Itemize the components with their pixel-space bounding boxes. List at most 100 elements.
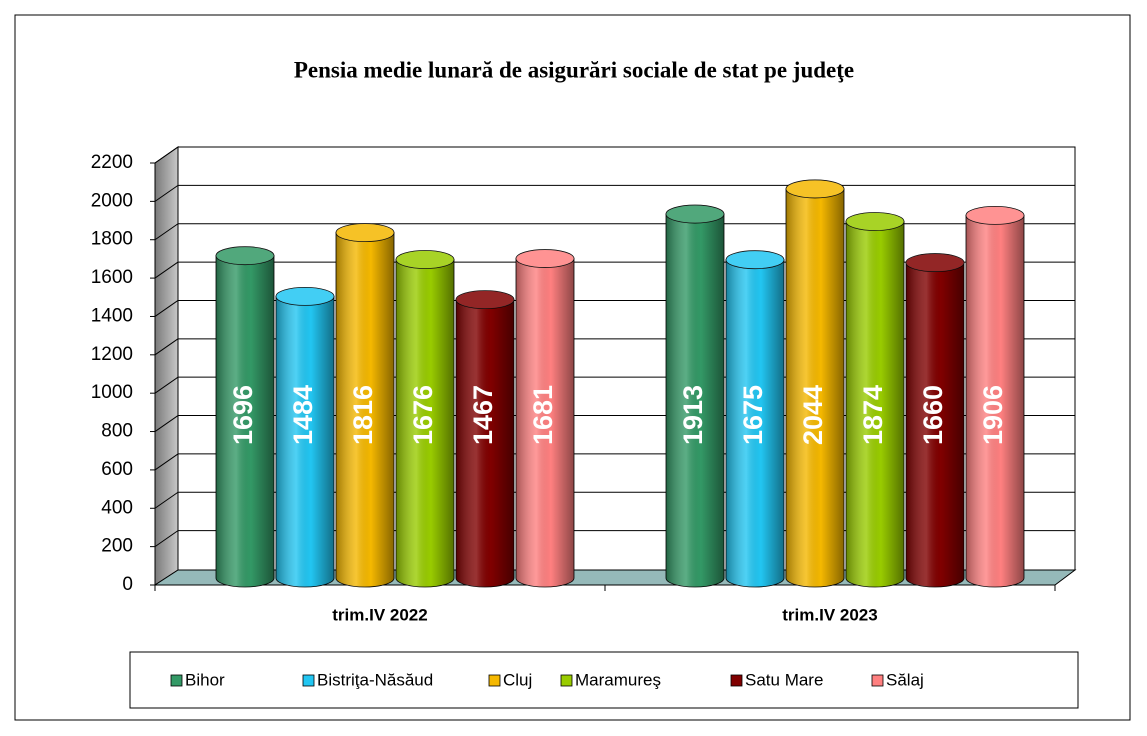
data-label: 1906	[978, 385, 1008, 445]
bar	[725, 250, 785, 588]
data-label: 1676	[408, 385, 438, 445]
data-label: 1874	[858, 385, 888, 445]
bar-shade	[786, 188, 844, 587]
bar-top	[335, 223, 395, 243]
bar-shade	[516, 258, 574, 587]
data-label: 1913	[678, 385, 708, 445]
legend-label: Bihor	[185, 670, 225, 689]
x-tick-label: trim.IV 2023	[782, 605, 877, 624]
bar-top-shade	[846, 212, 904, 231]
y-tick-label: 2200	[91, 152, 133, 173]
y-tick-label: 800	[101, 421, 133, 442]
bar-top	[845, 212, 905, 231]
bar-top	[905, 253, 965, 272]
bar	[275, 286, 335, 588]
y-tick-label: 1000	[91, 382, 133, 403]
data-label: 1681	[528, 385, 558, 445]
bar-top-shade	[336, 223, 394, 242]
bar-top	[215, 246, 275, 266]
bar-top	[965, 205, 1025, 225]
bar-top-shade	[456, 290, 514, 309]
legend	[129, 651, 1079, 709]
data-label: 1675	[738, 385, 768, 445]
bar-shade	[396, 259, 454, 587]
bar-shade	[216, 255, 274, 587]
bar-shade	[276, 296, 334, 587]
bar-shade	[666, 214, 724, 587]
bar-top	[455, 290, 515, 310]
grid-line-side	[154, 261, 179, 279]
x-tick-label: trim.IV 2022	[332, 605, 427, 624]
bar-top-shade	[396, 250, 454, 269]
bar	[845, 212, 905, 588]
bar-shade	[846, 221, 904, 588]
bar-top-shade	[786, 179, 844, 198]
legend-label: Bistriţa-Năsăud	[317, 670, 433, 689]
grid-line-side	[154, 530, 179, 548]
bar-shade	[456, 299, 514, 587]
legend-swatch	[871, 674, 884, 687]
bar-top	[725, 250, 785, 270]
bar	[215, 246, 275, 588]
bar-top	[665, 204, 725, 224]
grid-line-side	[154, 415, 179, 432]
y-tick-label: 1600	[91, 267, 133, 288]
bar-top-shade	[516, 249, 574, 268]
y-tick-label: 400	[101, 497, 133, 518]
y-tick-label: 2000	[91, 190, 133, 211]
grid-line-side	[154, 338, 179, 356]
bar-top-shade	[666, 205, 724, 224]
legend-swatch	[170, 674, 183, 687]
legend-swatch	[730, 674, 743, 687]
y-tick-label: 1400	[91, 305, 133, 326]
bar-shade	[906, 262, 964, 587]
legend-swatch	[560, 674, 573, 687]
bar-top-shade	[906, 253, 964, 272]
grid-line-side	[154, 146, 179, 164]
legend-label: Sălaj	[886, 670, 924, 689]
legend-label: Satu Mare	[745, 670, 823, 689]
grid-line-side	[154, 223, 179, 241]
y-tick-label: 0	[122, 574, 133, 595]
bar	[335, 223, 395, 588]
data-label: 1484	[288, 385, 318, 445]
bar	[785, 179, 845, 588]
y-tick-label: 200	[101, 536, 133, 557]
bar-top-shade	[726, 250, 784, 269]
grid-line-side	[154, 376, 179, 394]
bar	[665, 204, 725, 588]
grid-line-side	[154, 491, 179, 509]
bar-shade	[726, 259, 784, 587]
data-label: 1816	[348, 385, 378, 445]
bar	[515, 249, 575, 588]
bar	[395, 250, 455, 588]
bar-shade	[336, 232, 394, 587]
data-label: 2044	[798, 385, 828, 445]
bar-top-shade	[276, 287, 334, 306]
y-tick-label: 600	[101, 459, 133, 480]
grid-line-side	[154, 300, 179, 317]
bar	[455, 290, 515, 588]
bar-top	[785, 179, 845, 199]
bar-top	[275, 286, 335, 306]
data-label: 1467	[468, 385, 498, 445]
legend-label: Cluj	[503, 670, 532, 689]
legend-label: Maramureş	[575, 670, 661, 689]
bar-top	[515, 249, 575, 268]
bar-shade	[966, 215, 1024, 588]
grid-line-side	[154, 453, 179, 471]
bar-top-shade	[966, 206, 1024, 225]
side-wall	[154, 146, 179, 586]
bar	[965, 205, 1025, 588]
bar-top-shade	[216, 246, 274, 265]
chart-title: Pensia medie lunară de asigurări sociale…	[294, 57, 854, 82]
data-label: 1660	[918, 385, 948, 445]
bar-top	[395, 250, 455, 269]
legend-swatch	[302, 674, 315, 687]
y-tick-label: 1200	[91, 344, 133, 365]
y-tick-label: 1800	[91, 229, 133, 250]
data-label: 1696	[228, 385, 258, 445]
bar	[905, 253, 965, 588]
legend-swatch	[488, 674, 501, 687]
